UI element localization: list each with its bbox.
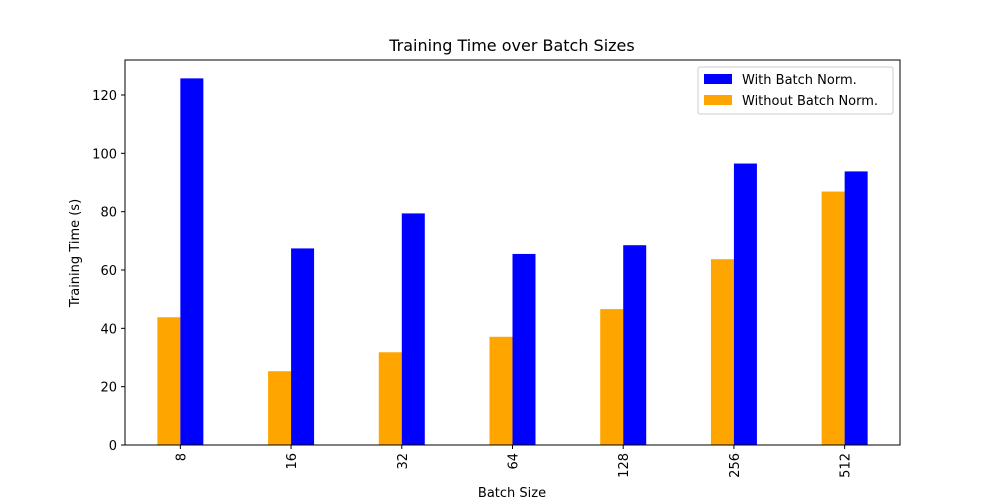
bar-without-bn-32: [378, 352, 402, 445]
y-tick-label: 120: [92, 89, 117, 104]
legend-swatch: [704, 74, 732, 84]
bar-without-bn-256: [710, 259, 734, 445]
legend-box: [697, 66, 894, 115]
legend: With Batch Norm. Without Batch Norm.: [697, 66, 894, 115]
plot-frame: [124, 59, 901, 446]
chart-title: Training Time over Batch Sizes: [388, 36, 634, 55]
bar-without-bn-16: [268, 371, 292, 445]
x-tick-label: 64: [507, 453, 522, 470]
bar-without-bn-128: [600, 309, 624, 445]
bar-with-bn-512: [844, 171, 868, 445]
bar-with-bn-16: [291, 248, 315, 445]
x-tick-label: 512: [839, 453, 854, 478]
bars-layer: [157, 78, 868, 445]
x-tick-label: 256: [728, 453, 743, 478]
legend-swatch: [704, 95, 732, 105]
bar-with-bn-256: [733, 163, 757, 445]
y-tick-label: 20: [100, 381, 117, 396]
bar-with-bn-64: [512, 253, 536, 445]
bar-with-bn-8: [180, 78, 204, 445]
y-axis-label: Training Time (s): [68, 199, 83, 308]
x-tick-label: 16: [285, 453, 300, 470]
x-axis-label: Batch Size: [478, 486, 546, 500]
bar-with-bn-128: [623, 245, 647, 445]
bar-without-bn-512: [821, 191, 845, 445]
legend-label: With Batch Norm.: [742, 73, 857, 88]
ticks-layer: 8 16 32 64 128 256 512 0 20 40 60 80 100 120: [92, 89, 853, 478]
bar-with-bn-32: [401, 213, 425, 445]
x-tick-label: 32: [396, 453, 411, 470]
y-tick-label: 40: [100, 322, 117, 337]
x-tick-label: 8: [174, 453, 189, 461]
x-tick-label: 128: [617, 453, 632, 478]
bar-without-bn-64: [489, 336, 513, 445]
legend-label: Without Batch Norm.: [742, 94, 878, 109]
y-tick-label: 80: [100, 206, 117, 221]
y-tick-label: 0: [109, 439, 117, 454]
bar-without-bn-8: [157, 317, 181, 445]
y-tick-label: 100: [92, 147, 117, 162]
y-tick-label: 60: [100, 264, 117, 279]
